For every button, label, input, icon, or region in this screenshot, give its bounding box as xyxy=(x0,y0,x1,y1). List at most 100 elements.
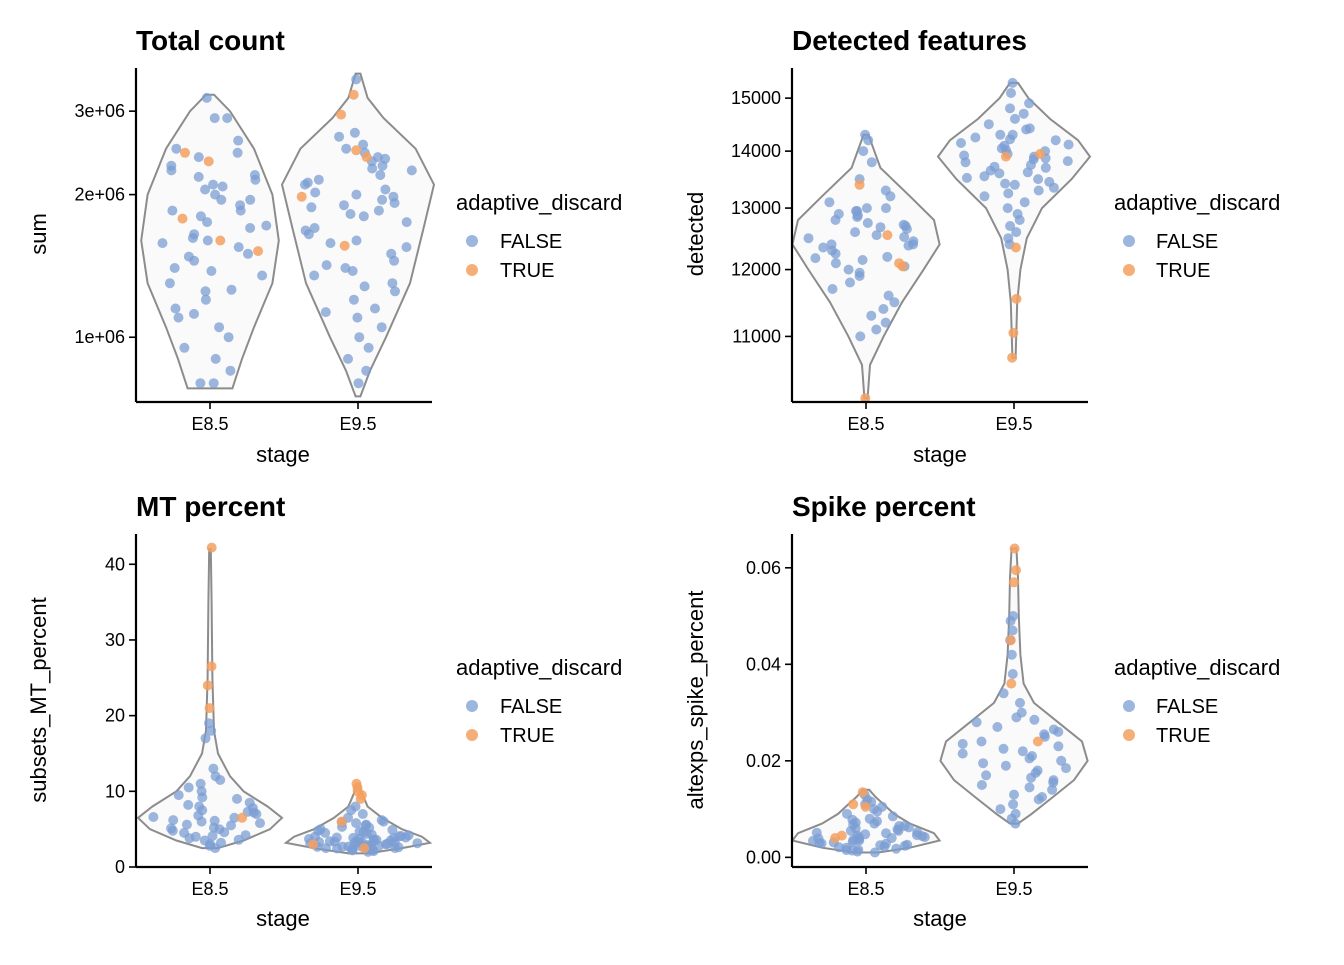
point-false xyxy=(863,135,874,146)
point-true xyxy=(296,191,307,202)
point-false xyxy=(853,832,864,843)
point-false xyxy=(979,171,990,182)
point-false xyxy=(1029,714,1040,725)
point-false xyxy=(1006,649,1017,660)
point-false xyxy=(255,818,265,829)
point-false xyxy=(219,827,230,838)
point-false xyxy=(1033,185,1044,196)
point-false xyxy=(207,831,218,841)
point-false xyxy=(1008,799,1019,810)
point-false xyxy=(351,235,362,246)
point-false xyxy=(891,843,902,854)
point-false xyxy=(196,816,207,827)
y-tick-label: 0.06 xyxy=(746,558,781,578)
point-false xyxy=(401,217,412,228)
point-false xyxy=(347,266,358,276)
legend-label-false: FALSE xyxy=(500,696,562,718)
point-true xyxy=(253,246,264,257)
point-false xyxy=(166,823,177,834)
y-tick-label: 10 xyxy=(105,781,125,801)
point-false xyxy=(210,843,221,854)
point-true xyxy=(359,843,370,854)
point-false xyxy=(377,194,388,205)
point-false xyxy=(1062,156,1073,167)
point-true xyxy=(860,393,871,404)
point-false xyxy=(1053,741,1064,752)
legend: adaptive_discard FALSE TRUE xyxy=(456,190,622,282)
point-false xyxy=(830,215,841,225)
point-false xyxy=(866,157,877,168)
point-false xyxy=(215,775,226,785)
point-false xyxy=(216,194,227,205)
point-true xyxy=(1009,543,1020,554)
point-false xyxy=(995,129,1006,140)
point-false xyxy=(1003,188,1014,199)
point-false xyxy=(387,278,398,289)
panel-title: Detected features xyxy=(792,25,1027,56)
point-false xyxy=(235,205,246,216)
point-true xyxy=(206,661,217,672)
point-false xyxy=(394,831,404,842)
point-false xyxy=(226,284,237,295)
point-true xyxy=(215,235,226,246)
y-tick-label: 11000 xyxy=(732,326,781,346)
point-false xyxy=(354,332,365,343)
point-false xyxy=(845,277,855,288)
y-tick-label: 0.02 xyxy=(746,751,781,771)
y-tick-label: 0.04 xyxy=(746,654,781,674)
point-false xyxy=(195,778,206,789)
panel-title: Total count xyxy=(136,25,285,56)
point-false xyxy=(343,353,353,364)
point-false xyxy=(979,191,990,202)
y-tick-label: 2e+06 xyxy=(74,185,125,205)
point-true xyxy=(1005,635,1016,646)
panel-title: MT percent xyxy=(136,491,285,522)
point-false xyxy=(1002,203,1013,214)
x-tick-label: E9.5 xyxy=(339,414,376,434)
point-false xyxy=(989,161,1000,172)
point-false xyxy=(1040,162,1051,173)
point-false xyxy=(869,847,880,858)
point-false xyxy=(325,238,336,249)
legend-label-true: TRUE xyxy=(500,260,554,282)
point-false xyxy=(306,202,317,213)
point-false xyxy=(179,342,190,353)
point-true xyxy=(351,145,362,156)
point-false xyxy=(1024,782,1035,793)
point-false xyxy=(894,821,905,831)
point-false xyxy=(209,113,220,124)
point-false xyxy=(373,205,384,216)
point-true xyxy=(1032,736,1043,747)
point-true xyxy=(202,680,213,691)
legend-title: adaptive_discard xyxy=(456,655,622,680)
point-false xyxy=(348,832,359,843)
point-false xyxy=(862,218,873,228)
point-false xyxy=(824,197,835,208)
point-true xyxy=(882,230,893,241)
point-false xyxy=(206,725,217,736)
point-false xyxy=(380,184,391,195)
point-false xyxy=(389,255,400,266)
point-false xyxy=(353,378,364,389)
point-false xyxy=(1007,669,1018,679)
point-false xyxy=(183,251,194,262)
point-false xyxy=(243,248,253,259)
point-false xyxy=(358,139,369,150)
point-true xyxy=(1009,577,1019,588)
x-tick-label: E9.5 xyxy=(339,879,376,899)
point-true xyxy=(1008,327,1019,338)
point-false xyxy=(329,836,340,847)
point-true xyxy=(237,812,248,823)
x-axis-title: stage xyxy=(256,442,310,467)
panel-detected-features: Detected features 11000 12000 13000 14000 15… xyxy=(683,25,1280,467)
point-false xyxy=(157,238,168,249)
point-false xyxy=(208,763,219,774)
point-false xyxy=(232,793,242,804)
point-false xyxy=(1007,77,1018,88)
point-false xyxy=(830,258,841,269)
point-false xyxy=(351,189,362,200)
legend-key-true xyxy=(1123,264,1135,276)
point-true xyxy=(1006,678,1017,689)
point-true xyxy=(203,156,214,167)
point-false xyxy=(202,235,213,246)
